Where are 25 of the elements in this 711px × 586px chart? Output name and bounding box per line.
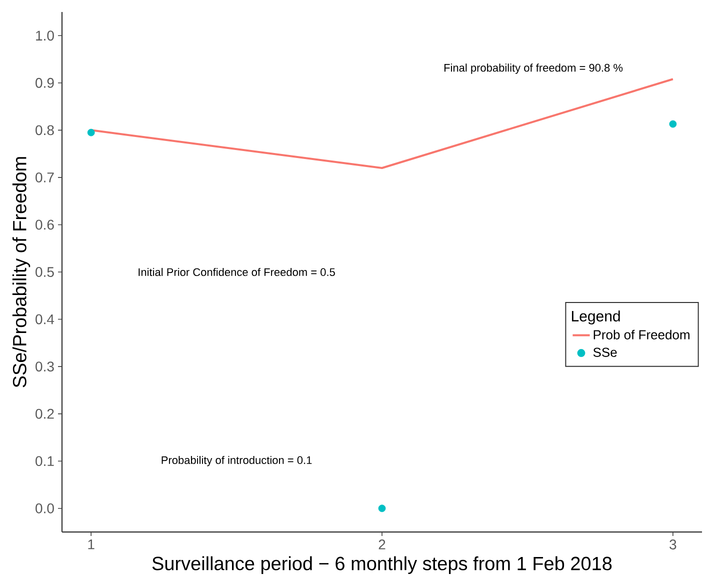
- y-axis-title: SSe/Probability of Freedom: [12, 157, 30, 388]
- legend-label: SSe: [593, 348, 617, 357]
- annotation: Initial Prior Confidence of Freedom = 0.5: [138, 268, 335, 276]
- x-tick-label: 1: [88, 540, 94, 550]
- x-tick-label: 2: [378, 540, 386, 550]
- y-tick-label: 0.0: [36, 503, 54, 514]
- y-tick-label: 0.3: [36, 362, 54, 372]
- legend-label: Prob of Freedom: [594, 330, 690, 340]
- y-tick-label: 0.6: [36, 220, 54, 230]
- y-tick-label: 0.4: [36, 314, 54, 324]
- x-tick-label: 3: [670, 540, 676, 550]
- point: [669, 120, 677, 128]
- y-tick-label: 1.0: [36, 30, 54, 41]
- x-axis-title: Surveillance period − 6 monthly steps from 1 Feb 2018: [152, 556, 612, 574]
- annotation: Final probability of freedom = 90.8 %: [444, 64, 623, 74]
- y-tick-label: 0.5: [36, 267, 54, 277]
- y-tick-label: 0.2: [36, 408, 54, 419]
- y-tick-label: 0.1: [36, 456, 54, 466]
- point: [378, 504, 386, 512]
- y-tick-label: 0.8: [36, 125, 54, 136]
- legend-title: Legend: [572, 310, 620, 324]
- y-tick-label: 0.9: [36, 78, 54, 88]
- annotation: Probability of introduction = 0.1: [162, 456, 312, 466]
- y-tick-label: 0.7: [36, 172, 54, 182]
- point: [87, 128, 95, 136]
